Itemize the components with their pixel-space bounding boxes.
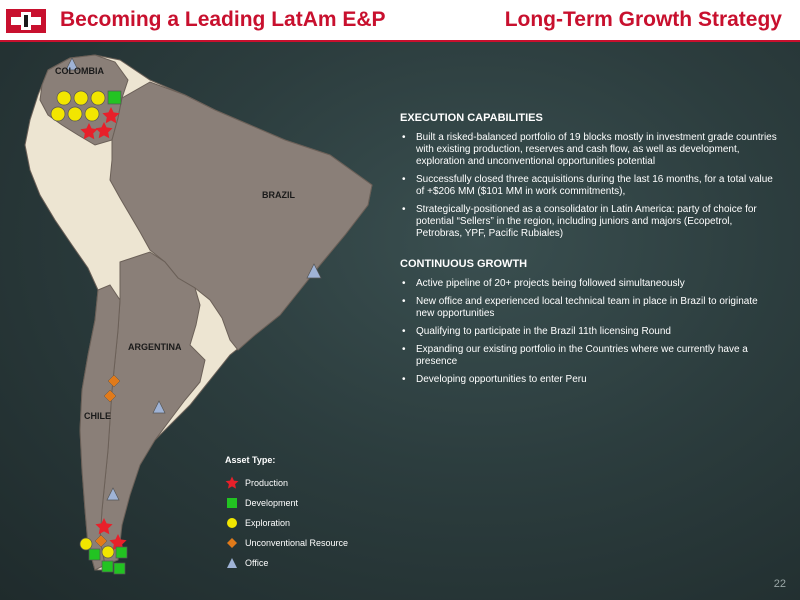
exploration-marker xyxy=(101,545,115,559)
bullet-item: Strategically-positioned as a consolidat… xyxy=(400,204,778,240)
section-heading-execution: EXECUTION CAPABILITIES xyxy=(400,112,543,124)
production-marker xyxy=(109,534,127,551)
company-logo xyxy=(6,9,46,33)
legend-label: Development xyxy=(245,498,299,508)
legend-label: Production xyxy=(245,478,289,488)
brazil-shape xyxy=(109,81,373,351)
unconventional-marker xyxy=(94,534,108,548)
production-marker xyxy=(102,107,120,124)
exploration-marker xyxy=(84,106,100,122)
slide-title: Becoming a Leading LatAm E&P xyxy=(60,8,386,31)
bullet-item: Active pipeline of 20+ projects being fo… xyxy=(400,278,778,290)
legend-item-production: Production xyxy=(225,473,375,493)
circle-icon xyxy=(225,516,239,530)
exploration-marker xyxy=(50,106,66,122)
development-marker xyxy=(113,562,126,575)
label-chile: CHILE xyxy=(84,411,111,421)
bullet-item: Built a risked-balanced portfolio of 19 … xyxy=(400,132,778,168)
slide-section-title: Long-Term Growth Strategy xyxy=(504,8,782,31)
exploration-marker xyxy=(90,90,106,106)
legend-item-exploration: Exploration xyxy=(225,513,375,533)
legend-label: Office xyxy=(245,558,269,568)
bullet-item: Successfully closed three acquisitions d… xyxy=(400,174,778,198)
header-divider xyxy=(0,40,800,42)
exploration-marker xyxy=(56,90,72,106)
development-marker xyxy=(101,560,114,573)
legend-item-unconventional: Unconventional Resource xyxy=(225,533,375,553)
legend-item-development: Development xyxy=(225,493,375,513)
unconventional-marker xyxy=(107,374,121,388)
growth-bullet-list: Active pipeline of 20+ projects being fo… xyxy=(400,278,778,386)
production-marker xyxy=(95,518,113,535)
content-panel: EXECUTION CAPABILITIES Built a risked-ba… xyxy=(400,112,778,404)
bullet-item: Developing opportunities to enter Peru xyxy=(400,374,778,386)
office-marker xyxy=(106,487,120,501)
star-icon xyxy=(225,476,239,490)
south-america-map xyxy=(24,54,373,575)
page-number: 22 xyxy=(773,578,786,590)
development-marker xyxy=(88,548,101,561)
map-legend: Asset Type: Production Development Explo… xyxy=(225,455,375,573)
triangle-icon xyxy=(225,556,239,570)
legend-label: Unconventional Resource xyxy=(245,538,349,548)
bullet-item: Expanding our existing portfolio in the … xyxy=(400,344,778,368)
square-icon xyxy=(225,496,239,510)
label-colombia: COLOMBIA xyxy=(55,66,104,76)
development-marker xyxy=(115,546,128,559)
unconventional-marker xyxy=(103,389,117,403)
execution-bullet-list: Built a risked-balanced portfolio of 19 … xyxy=(400,132,778,240)
diamond-icon xyxy=(225,536,239,550)
office-marker xyxy=(306,263,322,279)
legend-label: Exploration xyxy=(245,518,291,528)
header-bar: Becoming a Leading LatAm E&P Long-Term G… xyxy=(0,0,800,40)
section-heading-growth: CONTINUOUS GROWTH xyxy=(400,258,528,270)
label-argentina: ARGENTINA xyxy=(128,342,182,352)
exploration-marker xyxy=(73,90,89,106)
development-marker xyxy=(107,90,122,105)
legend-item-office: Office xyxy=(225,553,375,573)
legend-title: Asset Type: xyxy=(225,455,276,465)
bullet-item: New office and experienced local technic… xyxy=(400,296,778,320)
exploration-marker xyxy=(79,537,93,551)
office-marker xyxy=(65,57,79,71)
exploration-marker xyxy=(67,106,83,122)
production-marker xyxy=(95,122,113,139)
production-marker xyxy=(80,123,98,140)
office-marker xyxy=(152,400,166,414)
bullet-item: Qualifying to participate in the Brazil … xyxy=(400,326,778,338)
label-brazil: BRAZIL xyxy=(262,190,295,200)
